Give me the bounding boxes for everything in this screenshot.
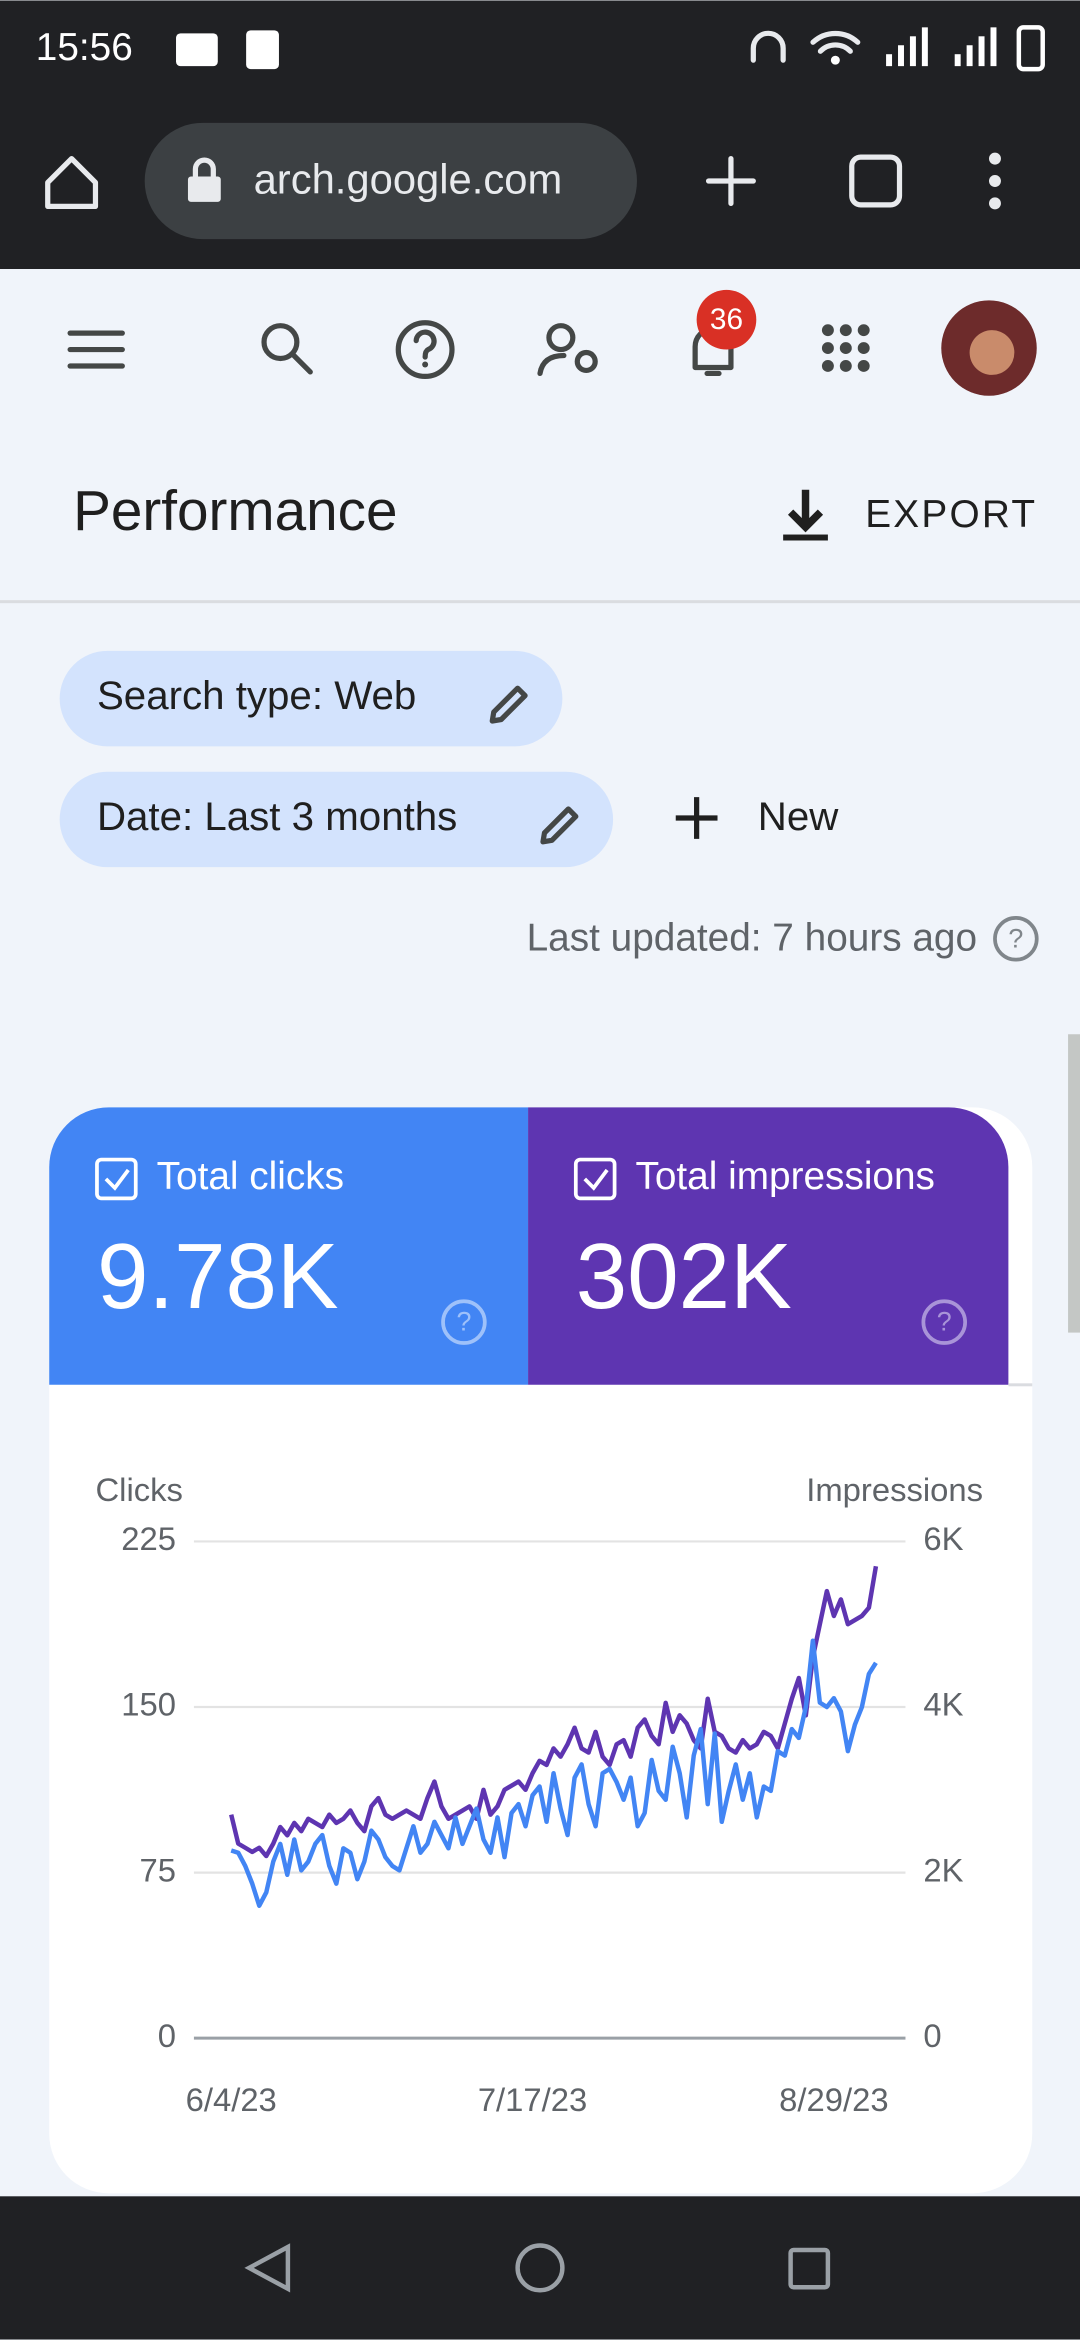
help-icon[interactable]: ? [993,916,1039,962]
y2-tick-label: 4K [923,1686,963,1723]
url-text: arch.google.com [254,156,563,203]
metric-tile[interactable] [528,1107,1009,1385]
home-nav-button[interactable] [515,2243,565,2293]
chip-label: Search type: Web [97,673,416,718]
svg-text:?: ? [1008,923,1023,953]
help-button[interactable] [395,320,455,380]
new-tab-button[interactable] [705,156,756,206]
url-bar[interactable] [144,122,637,240]
new-filter-button[interactable]: New [675,794,840,839]
user-settings-button[interactable] [537,323,598,377]
filter-chip[interactable]: Search type: Web [59,650,563,747]
search-button[interactable] [261,323,313,375]
y2-tick-label: 2K [923,1851,963,1888]
lock-icon [187,157,221,202]
y-tick-label: 150 [121,1686,176,1723]
apps-button[interactable] [821,324,870,372]
y-axis-title: Clicks [95,1471,182,1508]
scrollbar [1068,1034,1080,1333]
status-icons [176,25,1045,72]
help-icon[interactable]: ? [921,1299,968,1345]
home-button[interactable] [45,156,99,209]
export-label: EXPORT [865,493,1037,536]
metric-value: 302K [576,1224,792,1328]
hamburger-menu[interactable] [67,330,125,369]
export-button[interactable]: EXPORT [783,489,1037,541]
svg-text:?: ? [456,1307,471,1337]
metric-value: 9.78K [97,1224,339,1328]
back-button[interactable] [244,2243,291,2293]
series-line [229,1565,879,1859]
notification-badge: 36 [710,303,743,336]
y-tick-label: 75 [140,1851,176,1888]
filter-chip[interactable]: Date: Last 3 months [59,771,614,868]
metric-label: Total impressions [635,1155,934,1198]
checkbox[interactable] [95,1157,138,1201]
metric-label: Total clicks [157,1155,344,1198]
svg-text:?: ? [937,1307,952,1337]
help-icon[interactable]: ? [441,1299,487,1345]
notifications-button[interactable]: 36 [692,289,757,377]
last-updated: Last updated: 7 hours ago [527,917,977,960]
recents-button[interactable] [788,2247,831,2290]
avatar[interactable] [941,300,1037,396]
chip-label: Date: Last 3 months [97,794,457,839]
y2-tick-label: 0 [923,2017,941,2054]
series-line [230,1638,878,1908]
divider [1008,1383,1033,1387]
chart: 0 75 150 225 0 2K 4K 6K 6/4/23 7/17/23 8/29/23 [121,1520,963,2118]
metric-tile[interactable] [49,1107,529,1385]
y2-axis-title: Impressions [806,1471,983,1508]
x-tick-label: 6/4/23 [186,2081,277,2118]
tabs-button[interactable] [849,154,903,208]
y-tick-label: 225 [121,1520,176,1557]
y-tick-label: 0 [158,2017,176,2054]
y2-tick-label: 6K [923,1520,963,1557]
page-title: Performance [73,480,397,543]
x-tick-label: 8/29/23 [779,2081,888,2118]
x-tick-label: 7/17/23 [478,2081,587,2118]
checkbox[interactable] [573,1157,617,1201]
new-filter-label: New [758,794,839,839]
divider [0,600,1080,604]
nav-bar [0,2196,1080,2340]
status-time: 15:56 [36,26,133,69]
menu-button[interactable] [989,152,1001,210]
